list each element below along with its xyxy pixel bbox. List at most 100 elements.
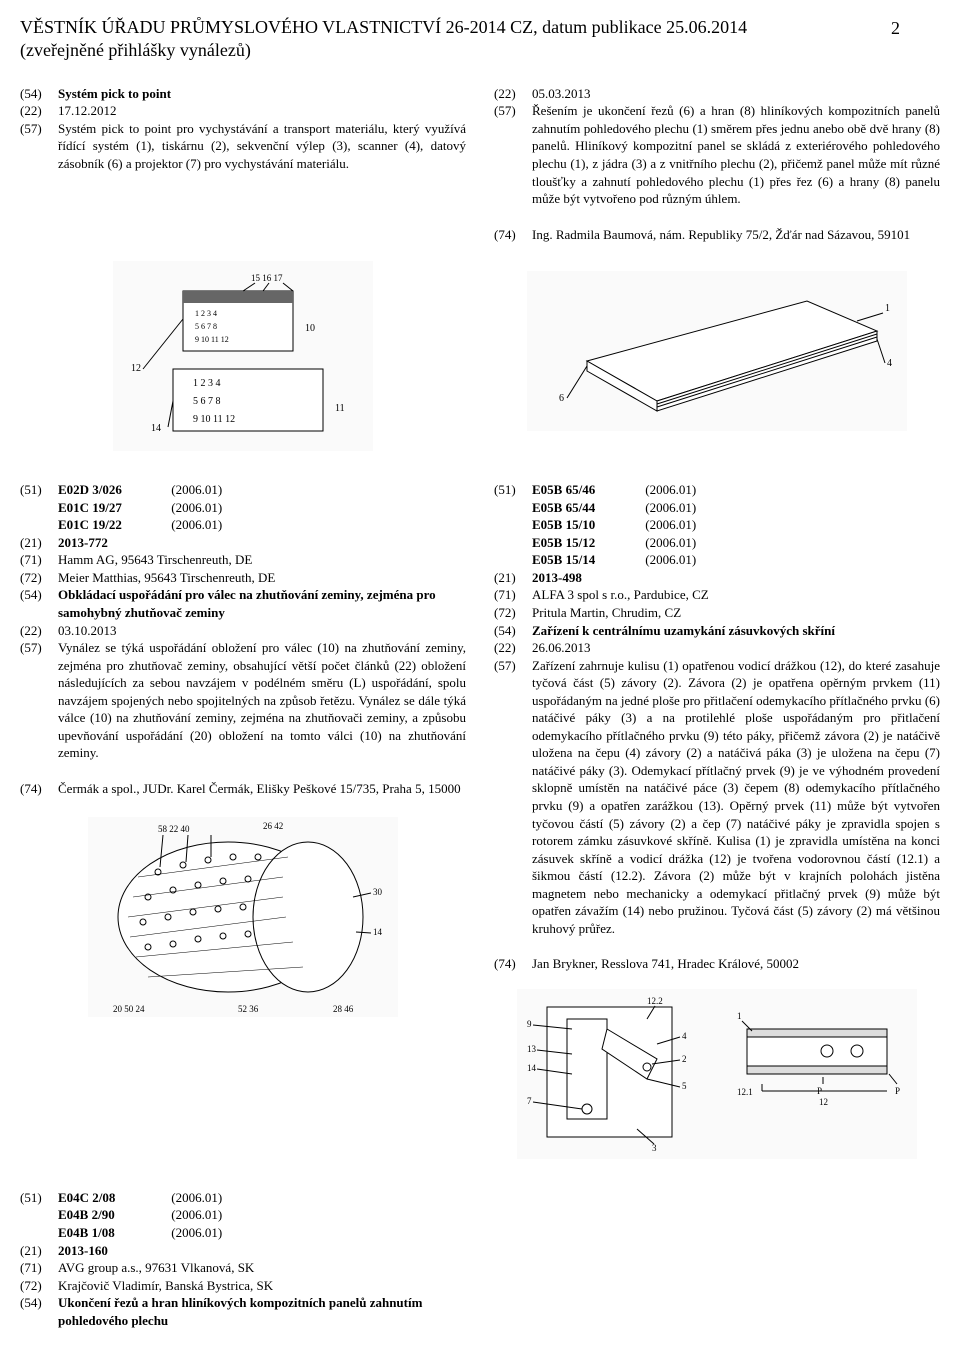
mid-left-72: (72) Meier Matthias, 95643 Tirschenreuth… [20,569,466,587]
code-72: (72) [494,604,532,622]
code-22: (22) [494,85,532,103]
ipc-year: (2006.01) [171,517,222,532]
ipc-code: E02D 3/026 [58,481,168,499]
svg-text:14: 14 [151,423,161,434]
svg-text:26 42: 26 42 [263,821,283,831]
mid-left-22: (22) 03.10.2013 [20,622,466,640]
bottom-51-2: E04B 1/08 (2006.01) [20,1224,466,1242]
bottom-left-col: (51) E04C 2/08 (2006.01) E04B 2/90 (2006… [20,1189,466,1329]
applicant: Hamm AG, 95643 Tirschenreuth, DE [58,551,466,569]
mid-right-51-0: (51) E05B 65/46 (2006.01) [494,481,940,499]
svg-text:10: 10 [305,323,315,334]
header-title-block: VĚSTNÍK ÚŘADU PRŮMYSLOVÉHO VLASTNICTVÍ 2… [20,16,747,63]
svg-text:11: 11 [335,403,345,414]
top-left-57: (57) Systém pick to point pro vychystává… [20,120,466,173]
mid-left-71: (71) Hamm AG, 95643 Tirschenreuth, DE [20,551,466,569]
mid-left-21: (21) 2013-772 [20,534,466,552]
mid-right-54: (54) Zařízení k centrálnímu uzamykání zá… [494,622,940,640]
ipc-row: E04C 2/08 (2006.01) [58,1189,466,1207]
top-left-col: (54) Systém pick to point (22) 17.12.201… [20,85,466,243]
svg-text:12: 12 [819,1097,828,1107]
ipc-code: E04B 1/08 [58,1224,168,1242]
mid-right-51-4: E05B 15/14 (2006.01) [494,551,940,569]
mid-right-51-2: E05B 15/10 (2006.01) [494,516,940,534]
inventor: Krajčovič Vladimír, Banská Bystrica, SK [58,1277,466,1295]
code-54: (54) [20,586,58,621]
mid-two-col: (51) E02D 3/026 (2006.01) E01C 19/27 (20… [20,481,940,1159]
ipc-row: E01C 19/22 (2006.01) [58,516,466,534]
mid-left-54: (54) Obkládací uspořádání pro válec na z… [20,586,466,621]
svg-text:12.1: 12.1 [737,1087,753,1097]
applicant: AVG group a.s., 97631 Vlkanová, SK [58,1259,466,1277]
abstract-57: Systém pick to point pro vychystávání a … [58,120,466,173]
svg-text:13: 13 [527,1044,537,1054]
roller-drum-figure: 58 22 40 26 42 30 14 20 50 24 52 36 28 4… [88,817,398,1017]
svg-text:5 6 7 8: 5 6 7 8 [193,396,221,407]
svg-text:5 6 7 8: 5 6 7 8 [195,322,217,331]
code-blank [494,551,532,569]
mid-right-51-3: E05B 15/12 (2006.01) [494,534,940,552]
abstract-57: Zařízení zahrnuje kulisu (1) opatřenou v… [532,657,940,938]
figure-2: 6 1 4 [494,261,940,451]
latch-mechanism-figure: 12.2 9 13 14 7 4 2 5 3 [517,989,917,1159]
code-blank [20,516,58,534]
page-header: VĚSTNÍK ÚŘADU PRŮMYSLOVÉHO VLASTNICTVÍ 2… [20,16,940,63]
ipc-year: (2006.01) [171,1225,222,1240]
inventor: Meier Matthias, 95643 Tirschenreuth, DE [58,569,466,587]
code-blank [20,1206,58,1224]
svg-text:12: 12 [131,363,141,374]
code-22: (22) [494,639,532,657]
date-22: 26.06.2013 [532,639,940,657]
code-71: (71) [494,586,532,604]
page-number: 2 [891,16,900,40]
svg-text:1: 1 [737,1011,742,1021]
svg-text:1 2 3 4: 1 2 3 4 [193,378,221,389]
code-21: (21) [20,1242,58,1260]
abstract-57: Vynález se týká uspořádání obložení pro … [58,639,466,762]
date-22: 03.10.2013 [58,622,466,640]
svg-text:9: 9 [527,1019,532,1029]
agent-74: Ing. Radmila Baumová, nám. Republiky 75/… [532,226,940,244]
ipc-code: E04B 2/90 [58,1206,168,1224]
code-22: (22) [20,102,58,120]
header-title-1: VĚSTNÍK ÚŘADU PRŮMYSLOVÉHO VLASTNICTVÍ 2… [20,16,747,39]
ipc-row: E05B 15/14 (2006.01) [532,551,940,569]
svg-text:7: 7 [527,1096,532,1106]
svg-text:1: 1 [885,303,890,314]
code-57: (57) [20,639,58,762]
mid-left-74: (74) Čermák a spol., JUDr. Karel Čermák,… [20,780,466,798]
bottom-51-0: (51) E04C 2/08 (2006.01) [20,1189,466,1207]
ipc-year: (2006.01) [645,517,696,532]
ipc-code: E05B 15/12 [532,534,642,552]
app-no: 2013-498 [532,569,940,587]
svg-text:1 2 3 4: 1 2 3 4 [195,309,217,318]
mid-left-51-0: (51) E02D 3/026 (2006.01) [20,481,466,499]
date-22: 17.12.2012 [58,102,466,120]
bottom-21: (21) 2013-160 [20,1242,466,1260]
svg-text:3: 3 [652,1143,657,1153]
ipc-row: E05B 65/44 (2006.01) [532,499,940,517]
ipc-year: (2006.01) [645,535,696,550]
code-22: (22) [20,622,58,640]
ipc-year: (2006.01) [645,500,696,515]
ipc-code: E05B 65/46 [532,481,642,499]
svg-text:P: P [895,1086,900,1096]
bottom-71: (71) AVG group a.s., 97631 Vlkanová, SK [20,1259,466,1277]
bottom-51-1: E04B 2/90 (2006.01) [20,1206,466,1224]
code-57: (57) [494,102,532,207]
abstract-57: Řešením je ukončení řezů (6) a hran (8) … [532,102,940,207]
code-71: (71) [20,1259,58,1277]
code-blank [494,516,532,534]
top-two-col: (54) Systém pick to point (22) 17.12.201… [20,85,940,243]
header-title-2: (zveřejněné přihlášky vynálezů) [20,39,747,62]
agent-74: Jan Brykner, Resslova 741, Hradec Králov… [532,955,940,973]
code-72: (72) [20,1277,58,1295]
svg-text:9 10 11 12: 9 10 11 12 [195,335,229,344]
svg-text:14: 14 [373,927,383,937]
ipc-code: E05B 65/44 [532,499,642,517]
code-51: (51) [20,481,58,499]
code-blank [494,534,532,552]
svg-text:12.2: 12.2 [647,996,663,1006]
ipc-row: E05B 65/46 (2006.01) [532,481,940,499]
title-54: Ukončení řezů a hran hliníkových kompozi… [58,1294,466,1329]
